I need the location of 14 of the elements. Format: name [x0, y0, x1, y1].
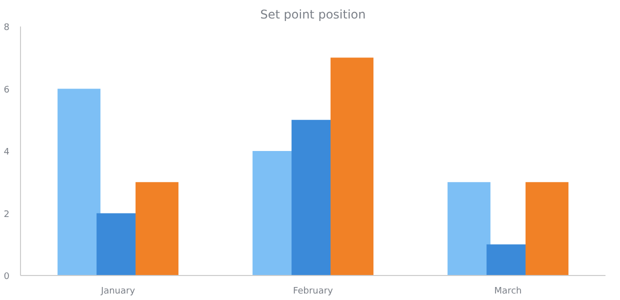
- y-tick-label: 8: [4, 23, 10, 33]
- y-tick-label: 6: [4, 85, 10, 96]
- x-tick-label: January: [100, 286, 136, 296]
- y-tick-label: 2: [4, 210, 10, 220]
- bar: [448, 182, 490, 276]
- bar: [136, 182, 178, 276]
- x-tick-label: March: [494, 286, 522, 296]
- chart-title: Set point position: [260, 8, 366, 22]
- y-tick-label: 0: [4, 272, 10, 282]
- y-tick-label: 4: [4, 148, 10, 158]
- bar: [330, 58, 374, 276]
- bar: [526, 182, 568, 276]
- bar: [58, 88, 100, 276]
- x-tick-label: February: [293, 286, 334, 296]
